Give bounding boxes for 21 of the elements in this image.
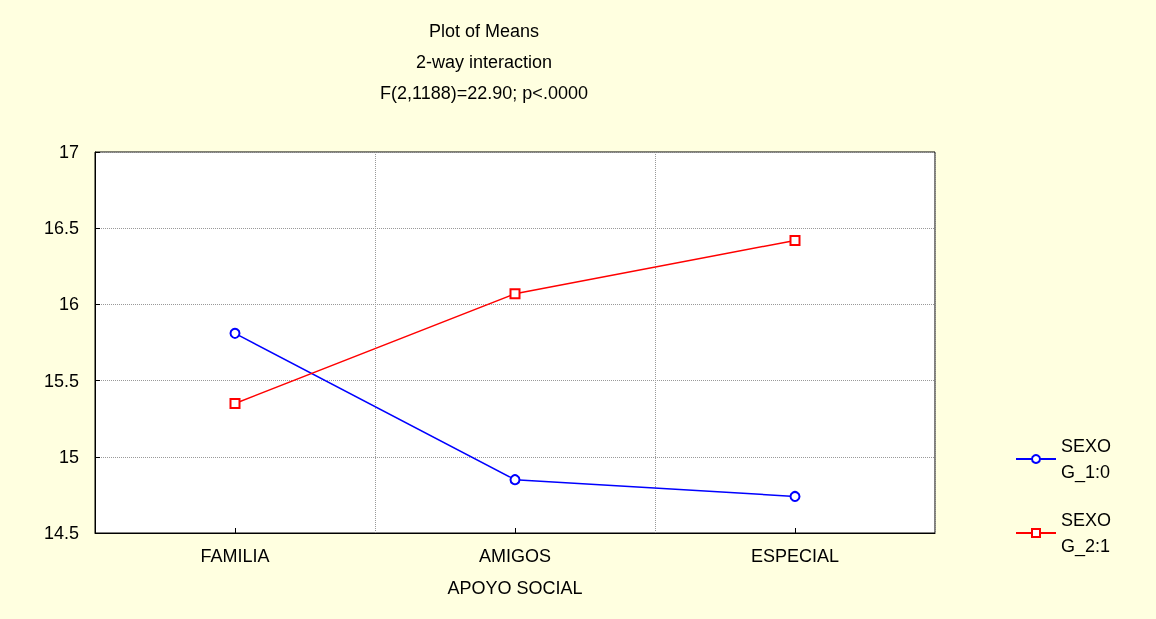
- point: [789, 234, 801, 246]
- point: [509, 474, 521, 486]
- chart-subtitle: 2-way interaction: [415, 52, 553, 72]
- x-axis-title: APOYO SOCIAL: [447, 578, 583, 598]
- x-tick-label: ESPECIAL: [750, 546, 840, 566]
- point: [789, 490, 801, 502]
- chart-title: Plot of Means: [428, 21, 540, 41]
- y-tick-label: 16: [58, 294, 79, 315]
- y-tick-label: 16.5: [43, 218, 79, 239]
- y-tick-label: 15.5: [43, 370, 79, 391]
- y-tick-label: 15: [58, 446, 79, 467]
- x-tick-label: FAMILIA: [200, 546, 270, 566]
- y-tick-label: 14.5: [43, 523, 79, 543]
- point: [229, 397, 241, 409]
- x-tick-label: AMIGOS: [478, 546, 552, 566]
- point: [229, 327, 241, 339]
- legend-label: SEXO G_2:1: [1061, 510, 1117, 557]
- y-tick-label: 17: [58, 142, 79, 162]
- point: [509, 288, 521, 300]
- legend-label: SEXO G_1:0: [1061, 436, 1117, 483]
- text: F(2,1188)=22.90; p<.0000: [380, 83, 588, 103]
